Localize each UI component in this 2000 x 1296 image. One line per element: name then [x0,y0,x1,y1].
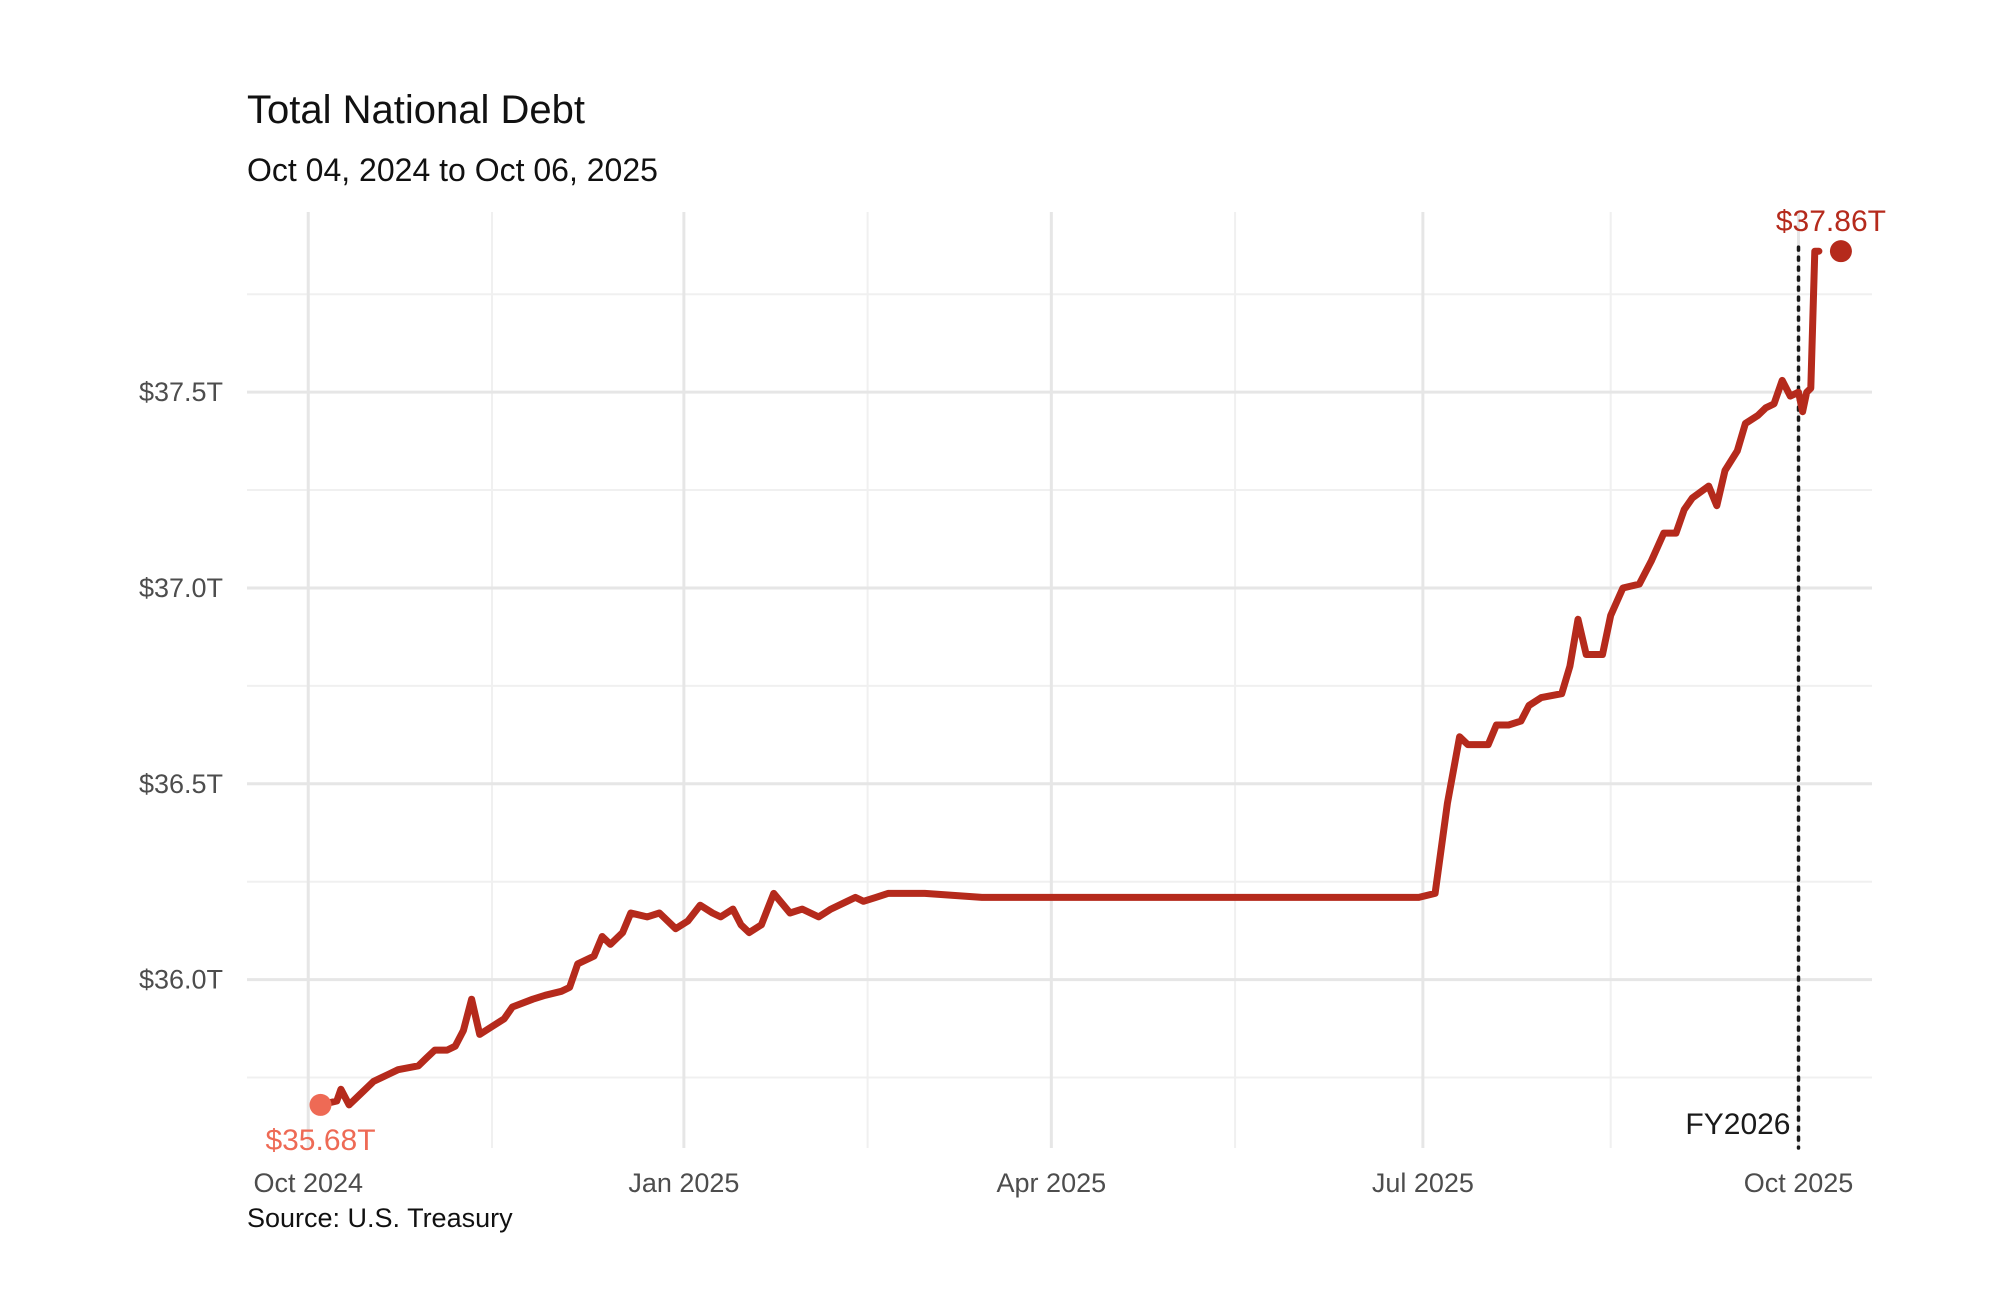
start-point-marker [309,1093,332,1116]
start-point-label: $35.68T [265,1124,375,1157]
y-tick-label: $36.5T [139,769,223,799]
end-point-label: $37.86T [1776,205,1886,238]
y-tick-label: $36.0T [139,965,223,995]
y-tick-label: $37.0T [139,573,223,603]
x-tick-label: Jul 2025 [1372,1168,1474,1198]
axis-tick-labels: $36.0T $36.5T $37.0T $37.5T Oct 2024 Jan 2025… [139,377,1853,1198]
endpoint-markers: $35.68T $37.86T [265,205,1886,1157]
x-tick-label: Apr 2025 [997,1168,1107,1198]
chart-title: Total National Debt [247,88,585,132]
end-point-marker [1829,240,1852,263]
fy-reference-label: FY2026 [1685,1108,1790,1141]
y-tick-label: $37.5T [139,377,223,407]
chart-subtitle: Oct 04, 2024 to Oct 06, 2025 [247,152,658,188]
x-tick-label: Jan 2025 [628,1168,739,1198]
x-tick-label: Oct 2024 [253,1168,363,1198]
debt-series [317,247,1823,1109]
grid-lines [247,212,1872,1148]
debt-line [317,247,1823,1109]
source-caption: Source: U.S. Treasury [247,1203,513,1233]
x-tick-label: Oct 2025 [1744,1168,1854,1198]
